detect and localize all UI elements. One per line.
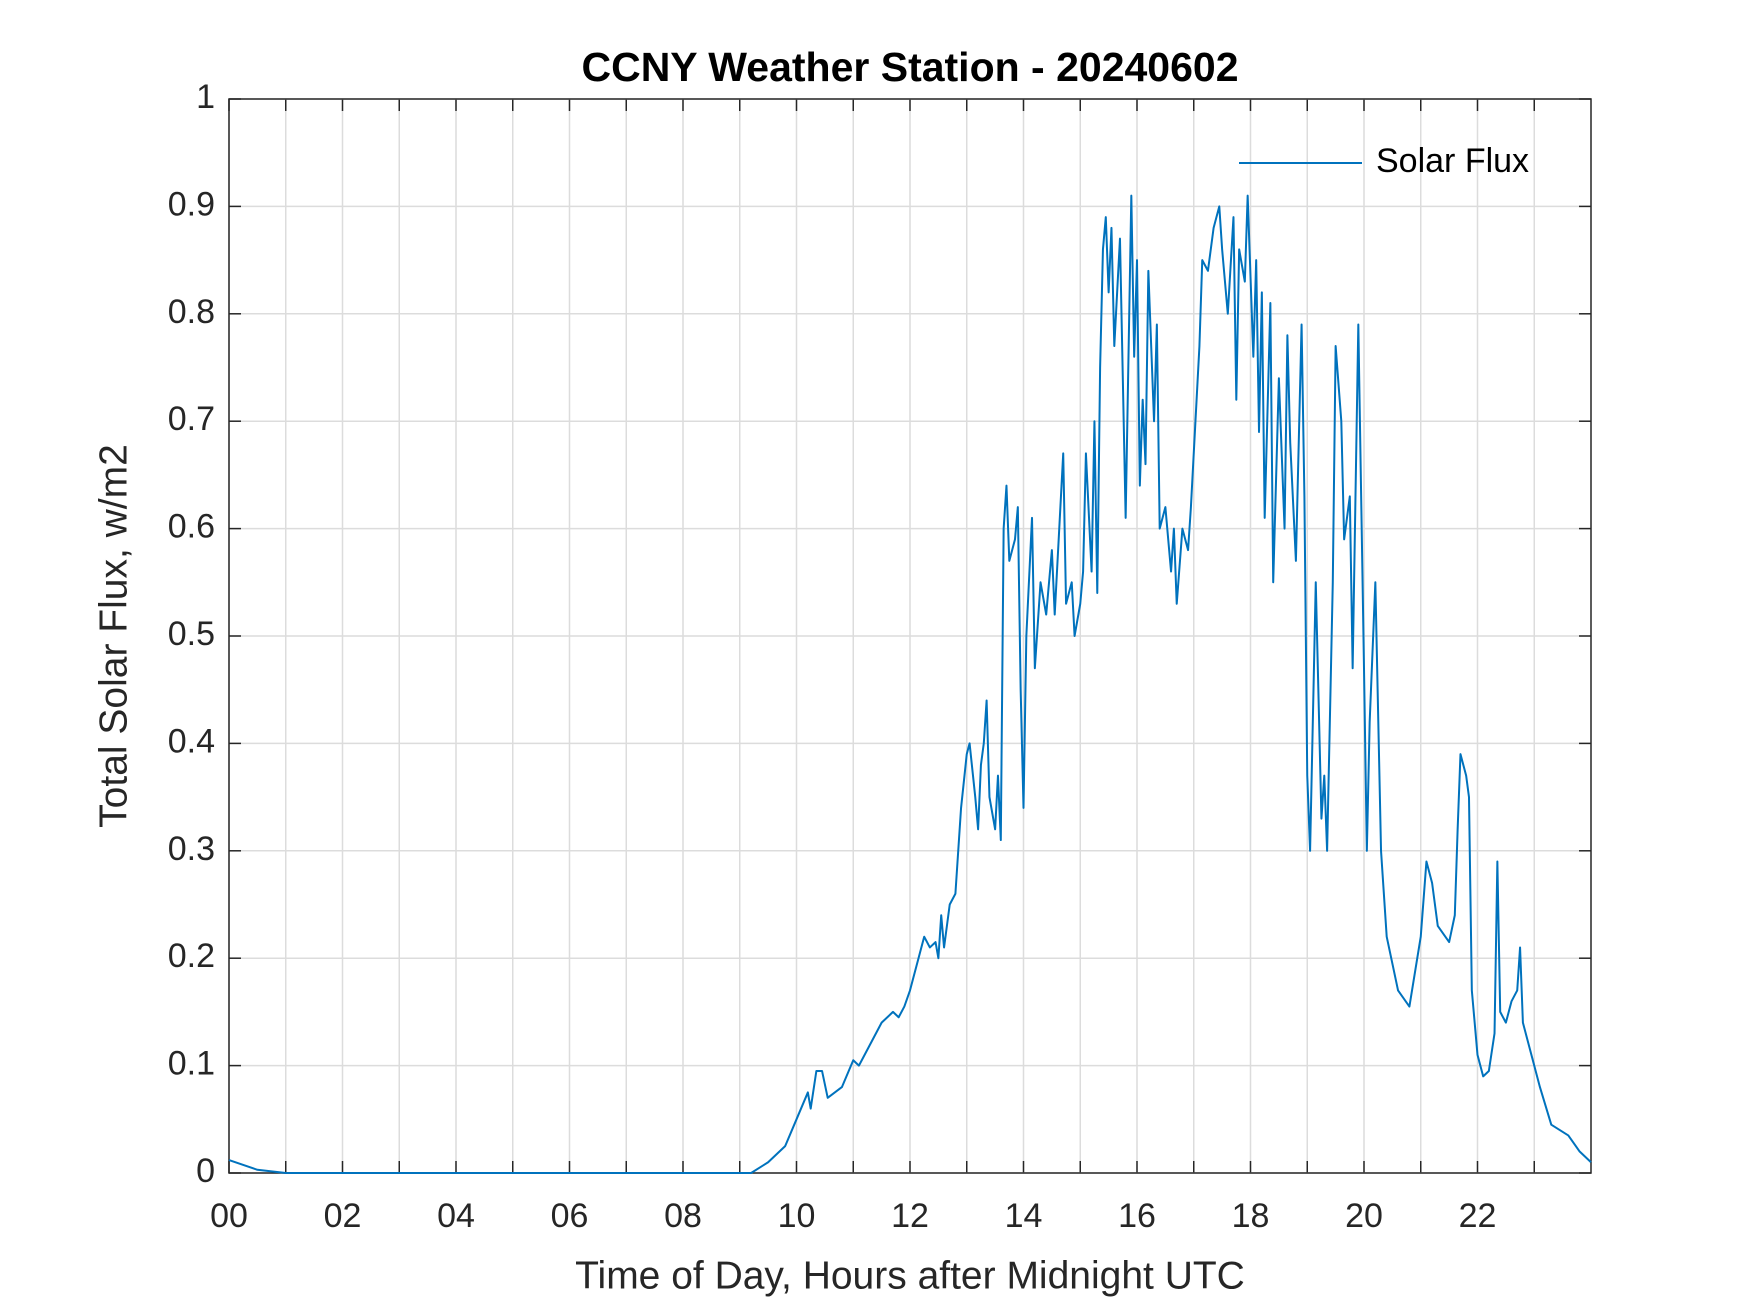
chart-title: CCNY Weather Station - 20240602 [581,44,1238,90]
x-tick-label: 22 [1459,1197,1497,1235]
y-axis-label: Total Solar Flux, w/m2 [92,444,135,828]
y-tick-label: 0.4 [168,722,215,760]
x-tick-label: 18 [1232,1197,1270,1235]
x-tick-label: 12 [891,1197,929,1235]
x-tick-label: 16 [1118,1197,1156,1235]
y-tick-label: 0 [196,1152,215,1190]
x-tick-label: 14 [1005,1197,1043,1235]
y-tick-label: 1 [196,78,215,116]
x-tick-label: 20 [1345,1197,1383,1235]
y-tick-label: 0.6 [168,508,215,546]
x-tick-label: 06 [551,1197,589,1235]
y-tick-label: 0.3 [168,830,215,868]
legend-label: Solar Flux [1376,142,1529,180]
y-tick-label: 0.1 [168,1045,215,1083]
x-tick-label: 04 [437,1197,475,1235]
x-tick-label: 08 [664,1197,702,1235]
x-tick-label: 10 [778,1197,816,1235]
y-tick-label: 0.5 [168,615,215,653]
y-tick-label: 0.9 [168,185,215,223]
x-tick-label: 02 [324,1197,362,1235]
y-tick-label: 0.7 [168,400,215,438]
plot-frame [228,98,1592,1174]
y-tick-label: 0.2 [168,937,215,975]
data-line [228,194,1592,1174]
x-tick-label: 00 [210,1197,248,1235]
x-axis-label: Time of Day, Hours after Midnight UTC [575,1254,1245,1297]
y-tick-label: 0.8 [168,293,215,331]
